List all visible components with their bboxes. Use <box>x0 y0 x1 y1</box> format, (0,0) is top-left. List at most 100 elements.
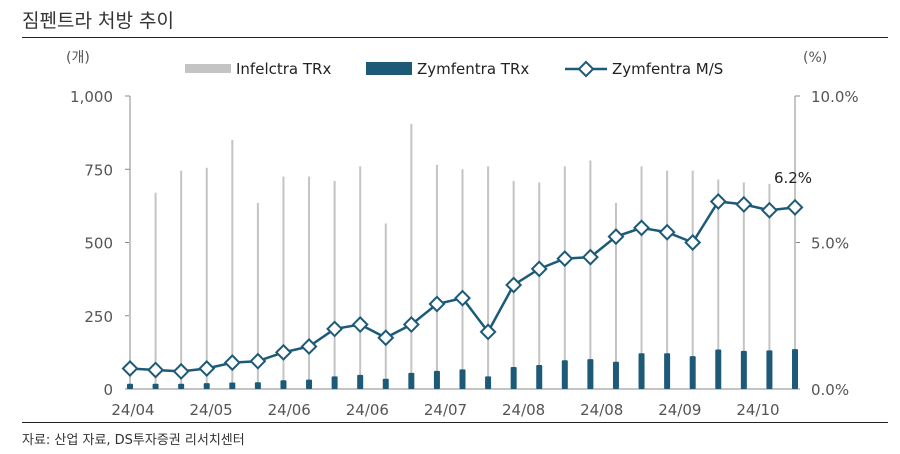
zymfentra-bar <box>306 379 313 389</box>
zymfentra-bar <box>638 353 645 389</box>
zymfentra-bar <box>152 383 159 389</box>
share-point <box>505 276 523 294</box>
zymfentra-bar <box>587 359 594 389</box>
left-axis-unit: (개) <box>66 50 90 66</box>
right-axis-tick-label: 5.0% <box>811 235 849 253</box>
infelctra-bar <box>563 166 566 389</box>
infelctra-bar <box>435 164 438 389</box>
zymfentra-bar <box>382 378 389 389</box>
infelctra-bar <box>231 139 234 389</box>
zymfentra-bar <box>459 369 466 389</box>
zymfentra-bar <box>561 360 568 389</box>
zymfentra-bar <box>740 350 747 389</box>
share-point <box>198 360 216 377</box>
infelctra-bar <box>154 192 157 389</box>
infelctra-bar <box>410 123 413 390</box>
zymfentra-bar <box>331 376 338 389</box>
legend-infelctra-label: Infelctra TRx <box>236 60 331 78</box>
infelctra-bar <box>717 179 720 389</box>
infelctra-bar <box>742 182 745 389</box>
share-point <box>633 219 651 237</box>
axis-labels: (개) (%) 0 250 500 750 1,000 0.0% 5.0% 10.0% 24/0… <box>66 50 859 419</box>
zymfentra-bar <box>664 353 671 389</box>
share-point <box>556 250 574 268</box>
zymfentra-bars <box>127 349 798 389</box>
legend-zymfentra-swatch <box>366 62 412 75</box>
share-point <box>121 360 139 377</box>
left-axis-tick-label: 0 <box>103 381 113 399</box>
zymfentra-bar <box>715 349 722 389</box>
legend-infelctra-swatch <box>185 64 231 73</box>
share-point <box>351 316 369 334</box>
zymfentra-bar <box>357 374 364 389</box>
share-point <box>223 354 241 372</box>
title-divider <box>22 37 888 38</box>
latest-share-annotation: 6.2% <box>774 169 812 187</box>
share-point <box>274 343 292 361</box>
share-point <box>249 352 267 370</box>
zymfentra-bar <box>536 364 543 389</box>
left-axis-tick-label: 750 <box>84 161 113 179</box>
infelctra-bar <box>768 183 771 389</box>
infelctra-bar <box>589 160 592 389</box>
zymfentra-bar <box>178 383 185 389</box>
zymfentra-bar <box>408 372 415 389</box>
zymfentra-bar <box>612 361 619 389</box>
share-point <box>326 320 344 338</box>
chart-legend: Infelctra TRx Zymfentra TRx Zymfentra M/… <box>185 60 723 78</box>
share-point <box>581 248 599 266</box>
x-axis-tick-label: 24/04 <box>111 401 154 419</box>
x-axis-tick-label: 24/06 <box>346 401 389 419</box>
zymfentra-share-line <box>121 192 804 380</box>
chart-title: 짐펜트라 처방 추이 <box>22 10 174 32</box>
share-point <box>300 338 318 356</box>
infelctra-bars <box>129 123 796 390</box>
infelctra-bar <box>282 176 285 389</box>
share-point <box>709 192 727 210</box>
zymfentra-bar <box>792 349 798 389</box>
share-point <box>684 234 702 251</box>
share-point <box>735 195 753 213</box>
zymfentra-bar <box>254 382 261 389</box>
share-point <box>530 260 548 278</box>
share-point <box>377 329 395 347</box>
legend-share-label: Zymfentra M/S <box>612 60 723 78</box>
infelctra-bar <box>487 166 490 389</box>
left-axis-tick-label: 1,000 <box>70 88 113 106</box>
infelctra-bar <box>205 167 208 389</box>
infelctra-bar <box>538 182 541 389</box>
infelctra-bar <box>640 166 643 389</box>
infelctra-bar <box>666 170 669 389</box>
share-point <box>402 316 420 334</box>
share-point <box>760 201 778 219</box>
share-point <box>786 198 804 216</box>
right-axis-unit: (%) <box>803 50 827 66</box>
infelctra-bar <box>691 170 694 389</box>
share-point <box>607 228 625 246</box>
infelctra-bar <box>129 186 131 389</box>
right-axis-tick-label: 10.0% <box>811 88 859 106</box>
infelctra-bar <box>614 202 617 389</box>
zymfentra-bar <box>127 383 133 389</box>
zymfentra-bar <box>203 383 210 389</box>
right-axis-tick-label: 0.0% <box>811 381 849 399</box>
x-axis-tick-label: 24/05 <box>190 401 233 419</box>
infelctra-bar <box>180 170 183 389</box>
zymfentra-bar <box>485 376 492 389</box>
zymfentra-bar <box>280 380 287 389</box>
x-axis-tick-label: 24/08 <box>580 401 623 419</box>
share-point <box>172 362 190 380</box>
infelctra-bar <box>308 176 311 389</box>
infelctra-bar <box>333 180 336 389</box>
legend-share-marker <box>577 60 595 78</box>
source-note: 자료: 산업 자료, DS투자증권 리서치센터 <box>22 433 245 448</box>
zymfentra-bar <box>689 356 696 389</box>
zymfentra-bar <box>766 350 773 389</box>
infelctra-bar <box>256 202 259 389</box>
share-point <box>479 323 497 341</box>
x-axis-tick-label: 24/08 <box>502 401 545 419</box>
left-axis-tick-label: 500 <box>84 235 113 253</box>
infelctra-bar <box>794 178 796 389</box>
infelctra-bar <box>461 169 464 389</box>
